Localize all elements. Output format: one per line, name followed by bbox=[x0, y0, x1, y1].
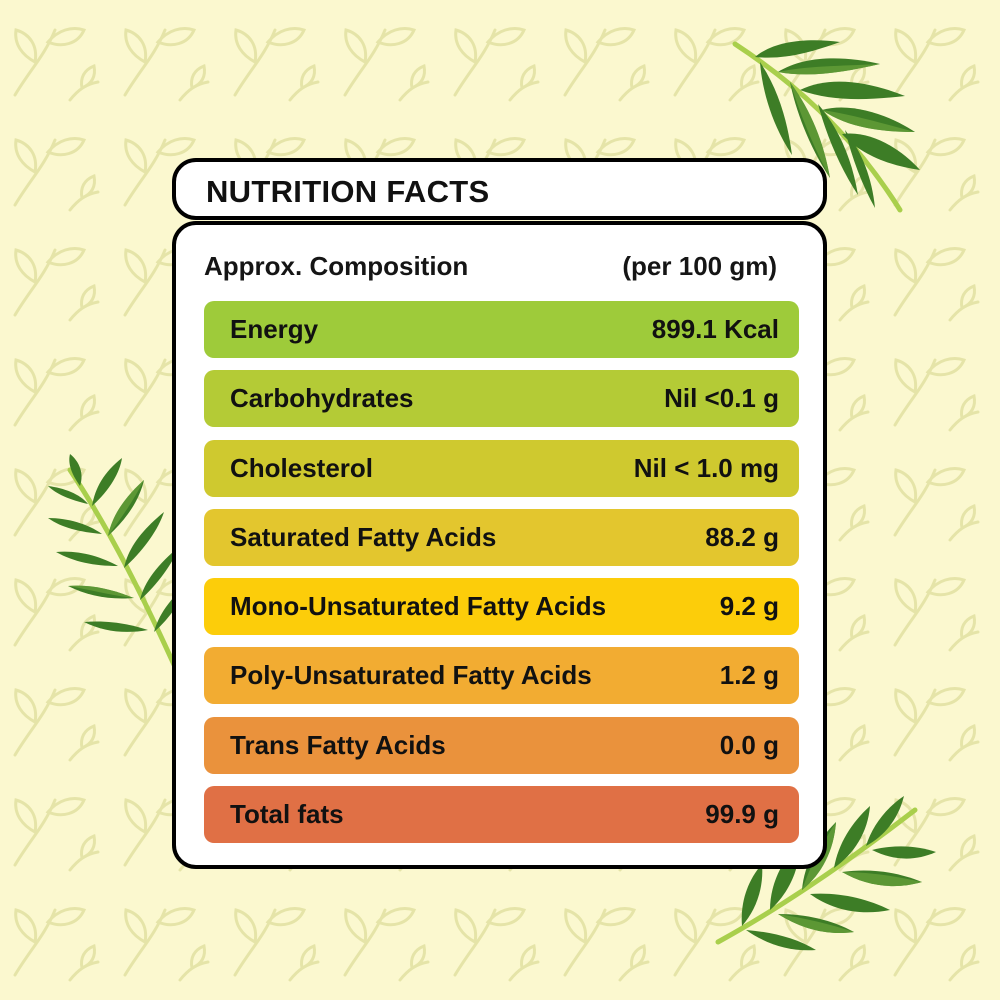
nutrient-name: Cholesterol bbox=[230, 452, 374, 483]
nutrient-name: Poly-Unsaturated Fatty Acids bbox=[230, 660, 592, 691]
nutrition-row-total-fats: Total fats 99.9 g bbox=[204, 786, 799, 844]
nutrition-row-mono-unsaturated-fatty-acids: Mono-Unsaturated Fatty Acids 9.2 g bbox=[204, 578, 799, 636]
nutrient-name: Total fats bbox=[230, 799, 344, 830]
nutrient-name: Mono-Unsaturated Fatty Acids bbox=[230, 591, 607, 622]
nutrition-row-poly-unsaturated-fatty-acids: Poly-Unsaturated Fatty Acids 1.2 g bbox=[204, 647, 799, 705]
nutrient-value: 9.2 g bbox=[719, 591, 779, 622]
nutrient-value: Nil < 1.0 mg bbox=[633, 452, 779, 483]
nutrient-value: 88.2 g bbox=[705, 521, 779, 552]
nutrient-name: Carbohydrates bbox=[230, 383, 414, 414]
table-header: Approx. Composition (per 100 gm) bbox=[204, 251, 777, 282]
palm-leaf-left bbox=[48, 454, 190, 681]
title-card: NUTRITION FACTS bbox=[172, 158, 827, 220]
nutrient-value: 1.2 g bbox=[719, 660, 779, 691]
composition-label: Approx. Composition bbox=[204, 251, 469, 281]
nutrient-value: Nil <0.1 g bbox=[664, 383, 779, 414]
nutrition-row-trans-fatty-acids: Trans Fatty Acids 0.0 g bbox=[204, 716, 799, 774]
nutrient-name: Trans Fatty Acids bbox=[230, 729, 446, 760]
nutrition-row-cholesterol: Cholesterol Nil < 1.0 mg bbox=[204, 439, 799, 497]
nutrient-value: 99.9 g bbox=[705, 799, 779, 830]
palm-leaf-bottom-right bbox=[715, 796, 936, 951]
nutrition-table-card: Approx. Composition (per 100 gm) Energy … bbox=[172, 221, 827, 869]
palm-leaf-top-right bbox=[732, 40, 920, 213]
nutrition-row-carbohydrates: Carbohydrates Nil <0.1 g bbox=[204, 370, 799, 428]
nutrient-name: Energy bbox=[230, 314, 319, 344]
nutrition-row-saturated-fatty-acids: Saturated Fatty Acids 88.2 g bbox=[204, 508, 799, 566]
nutrient-value: 899.1 Kcal bbox=[651, 314, 779, 344]
nutrient-value: 0.0 g bbox=[719, 729, 779, 760]
page-title: NUTRITION FACTS bbox=[206, 174, 490, 209]
unit-label: (per 100 gm) bbox=[622, 251, 777, 281]
nutrient-name: Saturated Fatty Acids bbox=[230, 521, 497, 552]
nutrition-rows: Energy 899.1 Kcal Carbohydrates Nil <0.1… bbox=[204, 301, 799, 855]
nutrition-row-energy: Energy 899.1 Kcal bbox=[204, 301, 799, 358]
